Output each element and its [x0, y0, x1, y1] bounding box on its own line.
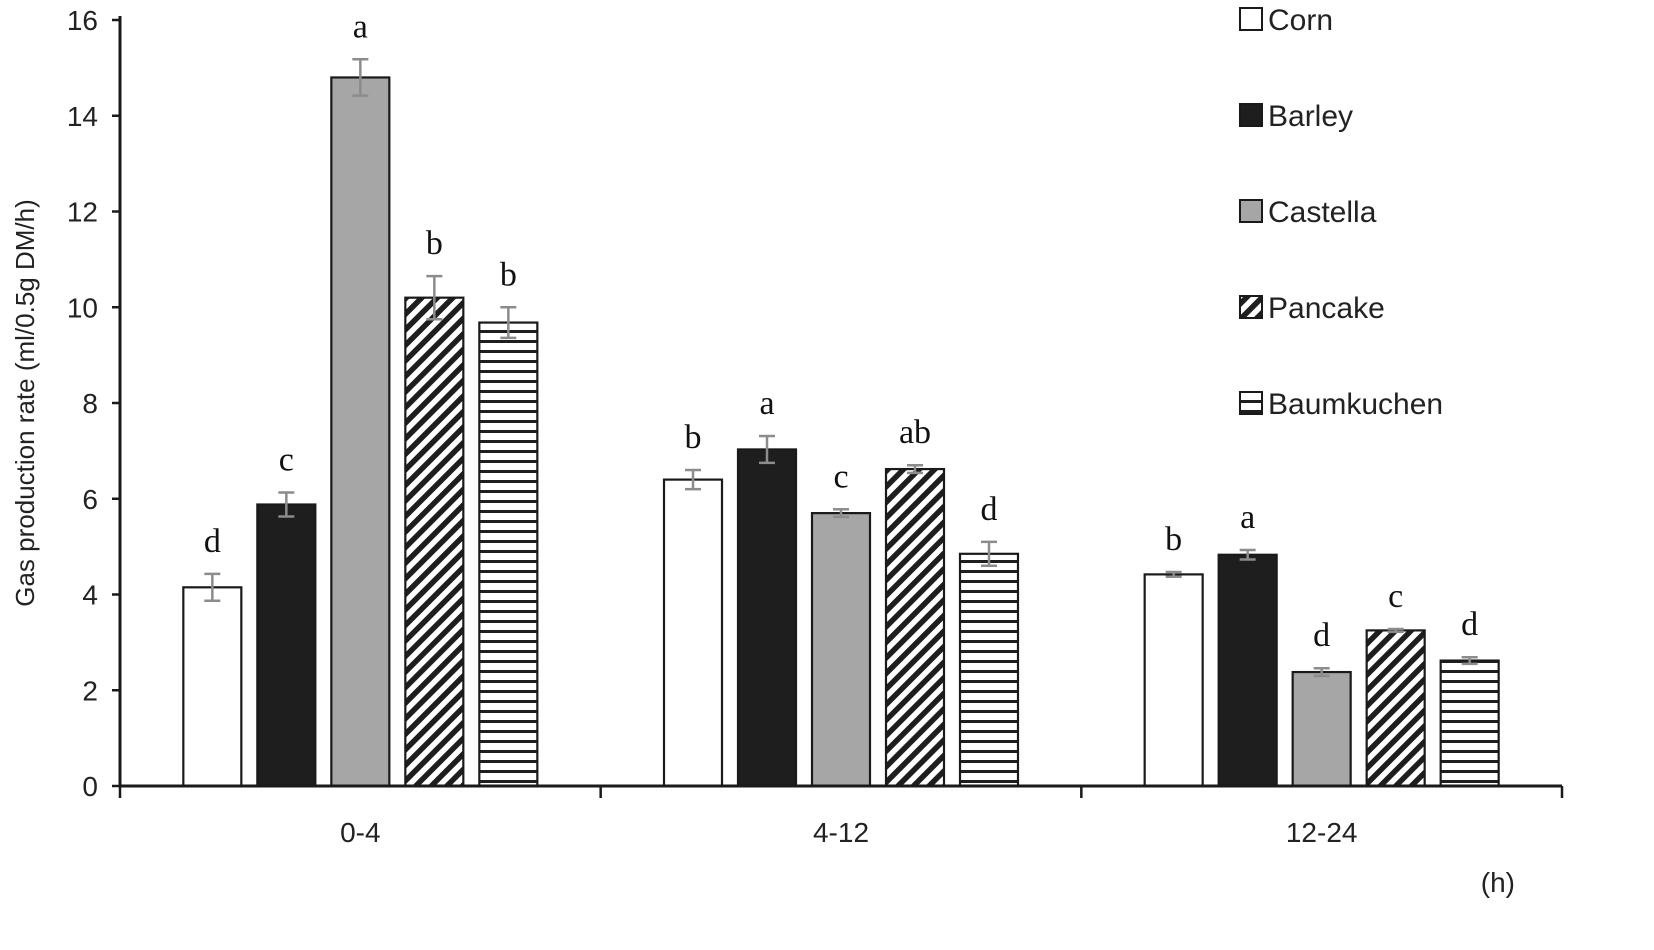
significance-letter: a	[353, 8, 368, 45]
y-axis-label: Gas production rate (ml/0.5g DM/h)	[10, 199, 40, 607]
x-category-label: 0-4	[340, 817, 380, 848]
x-unit-label: (h)	[1481, 867, 1515, 898]
significance-letter: b	[500, 256, 517, 293]
bar-pancake-12-24	[1365, 629, 1426, 788]
bar-castella-4-12	[810, 512, 872, 788]
y-tick-label: 8	[82, 388, 98, 419]
y-tick-label: 10	[67, 292, 98, 323]
y-tick-label: 2	[82, 675, 98, 706]
legend-label-corn: Corn	[1268, 4, 1333, 37]
legend-label-castella: Castella	[1268, 196, 1377, 229]
bar-pancake-4-12	[884, 467, 946, 788]
legend-swatch-corn	[1239, 7, 1263, 31]
significance-letter: d	[981, 491, 998, 528]
y-tick-label: 4	[82, 580, 98, 611]
significance-letter: b	[426, 225, 443, 262]
legend-swatch-pancake	[1239, 295, 1263, 319]
legend-label-barley: Barley	[1268, 100, 1353, 133]
x-category-label: 12-24	[1286, 817, 1358, 848]
bar-barley-4-12	[736, 448, 798, 788]
y-tick-label: 6	[82, 484, 98, 515]
bar-castella-12-24	[1291, 670, 1352, 788]
bar-baumkuchen-12-24	[1439, 659, 1500, 788]
significance-letter: a	[759, 385, 774, 422]
bar-corn-0-4	[182, 586, 243, 788]
bar-barley-12-24	[1217, 553, 1278, 788]
legend-swatch-castella	[1239, 199, 1263, 223]
significance-letter: c	[833, 458, 848, 495]
significance-letter: d	[1461, 606, 1478, 643]
x-category-label: 4-12	[813, 817, 869, 848]
significance-letter: b	[1165, 521, 1182, 558]
legend-label-pancake: Pancake	[1268, 292, 1385, 325]
bar-baumkuchen-0-4	[478, 321, 539, 788]
bar-baumkuchen-4-12	[958, 552, 1020, 788]
significance-letter: c	[279, 442, 294, 479]
y-tick-label: 16	[67, 5, 98, 36]
legend-swatch-baumkuchen	[1239, 391, 1263, 415]
y-tick-label: 12	[67, 197, 98, 228]
significance-letter: c	[1388, 578, 1403, 615]
y-tick-label: 0	[82, 771, 98, 802]
bar-pancake-0-4	[404, 296, 465, 788]
legend-label-baumkuchen: Baumkuchen	[1268, 388, 1443, 421]
legend-swatch-barley	[1239, 103, 1263, 127]
significance-letter: b	[685, 419, 702, 456]
bar-corn-12-24	[1143, 573, 1204, 788]
significance-letter: d	[1313, 617, 1330, 654]
significance-letter: d	[204, 523, 221, 560]
bar-corn-4-12	[662, 478, 724, 788]
y-tick-label: 14	[67, 101, 98, 132]
significance-letter: ab	[899, 414, 931, 451]
bar-barley-0-4	[256, 503, 317, 788]
significance-letter: a	[1240, 499, 1255, 536]
bar-castella-0-4	[330, 76, 391, 788]
